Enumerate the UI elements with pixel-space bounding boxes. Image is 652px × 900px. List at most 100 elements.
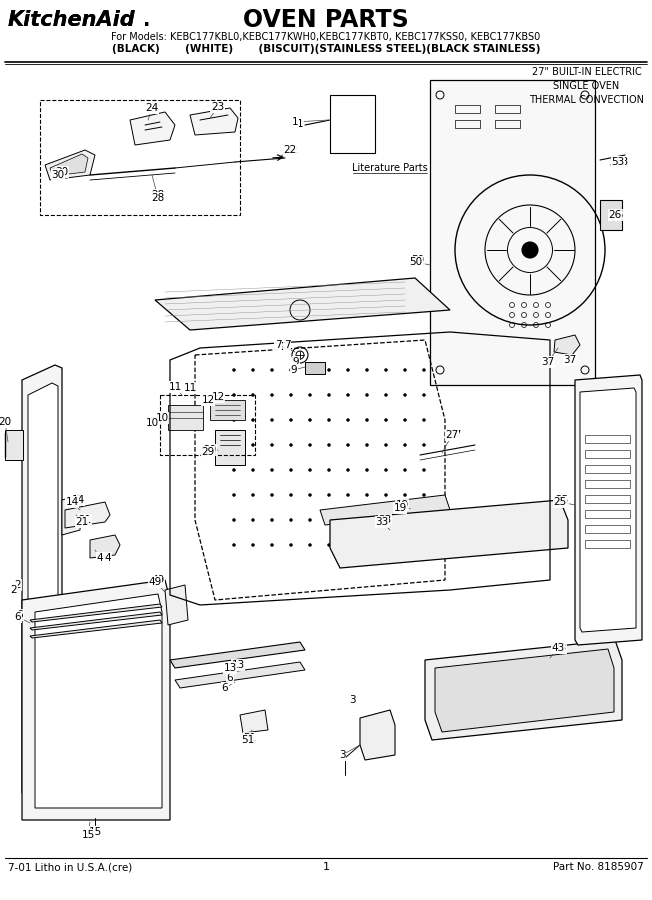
Text: 1: 1	[323, 862, 329, 872]
Bar	[585, 465, 630, 473]
Circle shape	[271, 393, 273, 397]
Text: 26: 26	[608, 210, 621, 220]
Polygon shape	[320, 495, 450, 525]
Circle shape	[233, 544, 235, 546]
Bar	[585, 540, 630, 548]
Circle shape	[385, 518, 387, 521]
Bar	[215, 430, 245, 465]
Circle shape	[346, 493, 349, 497]
Polygon shape	[30, 612, 162, 630]
Text: 53: 53	[615, 157, 629, 167]
Circle shape	[252, 444, 254, 446]
Circle shape	[252, 518, 254, 521]
Text: 25: 25	[556, 495, 569, 505]
Circle shape	[366, 368, 368, 372]
Bar	[495, 120, 520, 128]
Bar	[40, 100, 240, 215]
Text: 4: 4	[105, 553, 111, 563]
Text: 4: 4	[96, 553, 103, 563]
Text: 22: 22	[284, 145, 297, 155]
Bar	[585, 510, 630, 518]
Text: 51: 51	[241, 735, 255, 745]
Circle shape	[404, 544, 406, 546]
Circle shape	[422, 368, 426, 372]
Circle shape	[385, 469, 387, 472]
Text: 12: 12	[211, 392, 225, 402]
Circle shape	[366, 518, 368, 521]
Text: 43: 43	[554, 643, 567, 653]
Circle shape	[366, 393, 368, 397]
Text: 11: 11	[183, 383, 197, 393]
Circle shape	[422, 544, 426, 546]
Text: 37: 37	[563, 355, 576, 365]
Text: 7: 7	[284, 340, 290, 350]
Text: 12: 12	[201, 395, 215, 405]
Text: 21: 21	[78, 515, 92, 525]
Circle shape	[522, 242, 538, 258]
Text: 19: 19	[393, 503, 407, 513]
Text: 33: 33	[378, 515, 392, 525]
Circle shape	[327, 418, 331, 421]
Text: 2: 2	[15, 580, 22, 590]
Text: 15: 15	[89, 827, 102, 837]
Text: 28: 28	[151, 193, 164, 203]
Bar	[585, 525, 630, 533]
Circle shape	[233, 469, 235, 472]
Circle shape	[233, 493, 235, 497]
Circle shape	[289, 393, 293, 397]
Polygon shape	[435, 649, 614, 732]
Bar	[455, 120, 480, 128]
Text: 23: 23	[211, 102, 224, 112]
Text: 1: 1	[291, 117, 299, 127]
Text: .: .	[143, 11, 151, 30]
Polygon shape	[240, 710, 268, 733]
Text: 20: 20	[0, 417, 12, 427]
Circle shape	[271, 469, 273, 472]
Circle shape	[271, 368, 273, 372]
Text: 20: 20	[0, 417, 12, 427]
Polygon shape	[155, 278, 450, 330]
Text: 11: 11	[168, 382, 182, 392]
Circle shape	[327, 544, 331, 546]
Circle shape	[271, 518, 273, 521]
Text: 10: 10	[155, 413, 169, 423]
Polygon shape	[30, 604, 162, 622]
Circle shape	[404, 469, 406, 472]
Polygon shape	[22, 580, 170, 820]
Text: 27" BUILT-IN ELECTRIC
SINGLE OVEN
THERMAL CONVECTION: 27" BUILT-IN ELECTRIC SINGLE OVEN THERMA…	[529, 67, 644, 105]
Circle shape	[308, 493, 312, 497]
Text: 6: 6	[227, 673, 233, 683]
Circle shape	[385, 444, 387, 446]
Circle shape	[385, 493, 387, 497]
Text: 10: 10	[145, 418, 158, 428]
Text: 6: 6	[15, 612, 22, 622]
Text: 3: 3	[338, 750, 346, 760]
Text: 9: 9	[291, 365, 297, 375]
Text: 30: 30	[55, 167, 68, 177]
Circle shape	[289, 368, 293, 372]
Text: 3: 3	[349, 695, 355, 705]
Circle shape	[308, 393, 312, 397]
Polygon shape	[430, 80, 595, 385]
Polygon shape	[35, 594, 162, 808]
Text: 49: 49	[151, 575, 164, 585]
Text: 26: 26	[610, 210, 623, 220]
Circle shape	[308, 368, 312, 372]
Polygon shape	[22, 365, 62, 793]
Polygon shape	[90, 535, 120, 558]
Text: 28: 28	[151, 190, 164, 200]
Circle shape	[233, 518, 235, 521]
Polygon shape	[30, 620, 162, 638]
Text: 9: 9	[293, 357, 299, 367]
Polygon shape	[65, 502, 110, 528]
Text: 49: 49	[149, 577, 162, 587]
Polygon shape	[45, 150, 95, 180]
Bar	[305, 362, 325, 374]
Circle shape	[404, 418, 406, 421]
Text: 37: 37	[541, 357, 555, 367]
Circle shape	[346, 393, 349, 397]
Circle shape	[289, 544, 293, 546]
Circle shape	[271, 444, 273, 446]
Text: Part No. 8185907: Part No. 8185907	[554, 862, 644, 872]
Polygon shape	[425, 640, 622, 740]
